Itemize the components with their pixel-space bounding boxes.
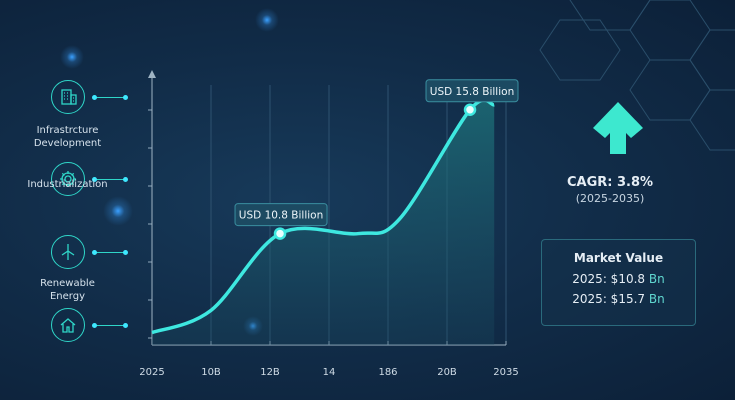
market-value-row: 2025: $10.8 Bn — [542, 272, 695, 286]
gear-icon — [51, 162, 85, 196]
data-point — [273, 227, 287, 240]
factor-label: Infrastrcture Development — [33, 125, 102, 149]
factor-label: Industrialization — [27, 179, 108, 190]
data-point — [463, 103, 477, 117]
x-tick-label: 20B — [437, 367, 457, 378]
cagr-period: (2025-2035) — [575, 192, 645, 205]
area-fill — [152, 100, 495, 345]
x-tick-label: 10B — [201, 367, 221, 378]
glow — [103, 196, 133, 226]
connector-line — [92, 250, 128, 255]
market-value-title: Market Value — [573, 251, 664, 265]
wind-turbine-icon — [51, 235, 85, 269]
unit-text: Bn — [648, 272, 665, 286]
y-axis-arrow — [148, 70, 156, 78]
house-icon — [51, 308, 85, 342]
connector-line — [92, 177, 128, 182]
up-arrow-icon — [593, 102, 643, 154]
value-text: 2025: $15.7 — [572, 292, 646, 306]
connector-line — [92, 95, 128, 100]
value-text: 2025: $10.8 — [572, 272, 646, 286]
glow — [255, 8, 279, 32]
annotation-label: USD 15.8 Billion — [430, 86, 514, 98]
annotation-label: USD 10.8 Billion — [239, 210, 323, 222]
annotation-box — [234, 203, 328, 227]
x-tick-label: 2025 — [139, 367, 164, 378]
x-tick-label: 2035 — [493, 367, 518, 378]
glow — [60, 45, 84, 69]
market-value-card: Market Value 2025: $10.8 Bn 2025: $15.7 … — [541, 239, 696, 326]
annotation-box — [425, 79, 519, 103]
market-value-row: 2025: $15.7 Bn — [542, 292, 695, 306]
unit-text: Bn — [648, 292, 665, 306]
factor-label: Renewable Energy — [40, 278, 95, 302]
x-tick-label: 14 — [323, 367, 336, 378]
x-tick-label: 12B — [260, 367, 280, 378]
cagr-block: CAGR: 3.8% (2025-2035) — [560, 175, 660, 205]
buildings-icon — [51, 80, 85, 114]
connector-line — [92, 323, 128, 328]
x-tick-label: 186 — [378, 367, 397, 378]
cagr-value: CAGR: 3.8% — [566, 175, 654, 190]
